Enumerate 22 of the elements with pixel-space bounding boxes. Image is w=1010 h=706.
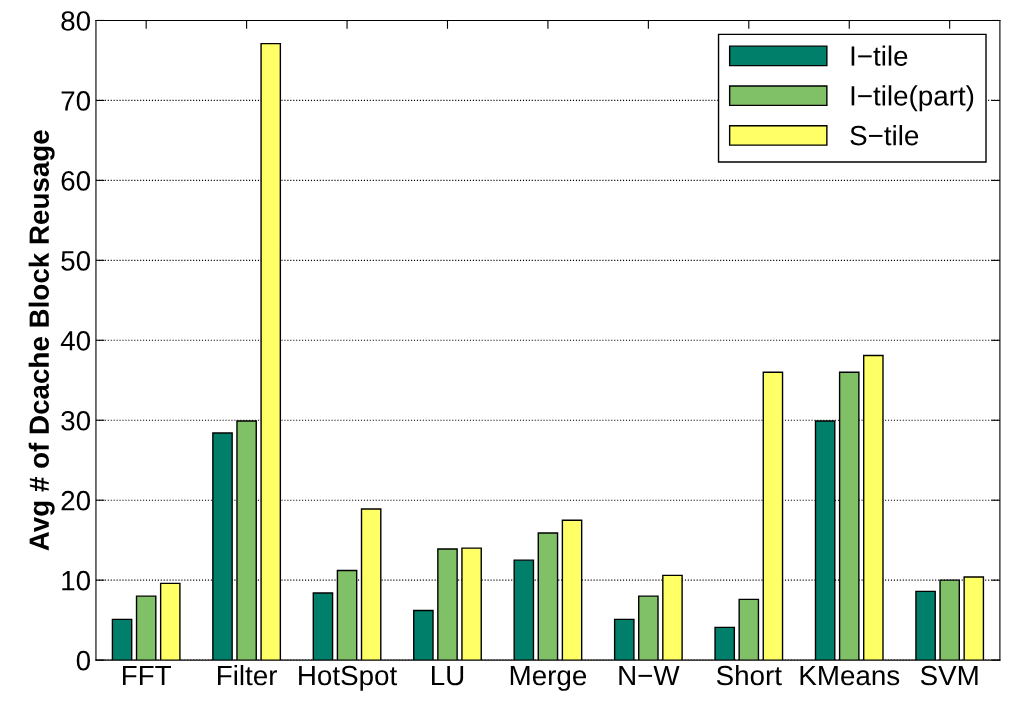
y-axis-title: Avg # of Dcache Block Reusage [28,130,55,551]
x-tick-label: Short [716,664,782,686]
x-tick-label: LU [432,665,464,686]
x-tick-label: N−W [619,665,680,686]
y-tick-label: 0 [76,650,90,671]
y-tick-label: 30 [61,410,91,431]
y-tick-label: 40 [60,330,91,351]
y-tick-label: 20 [61,490,91,511]
y-tick-label: 50 [61,251,91,271]
legend-label: I−tile [851,45,908,66]
x-tick-label: HotSpot [299,665,398,691]
x-tick-label: Merge [510,665,587,691]
y-tick-label: 70 [61,91,91,111]
x-tick-label: SVM [920,665,978,686]
legend-label: I−tile(part) [851,85,974,112]
y-tick-label: 10 [62,570,91,591]
legend-label: S−tile [850,125,919,146]
x-tick-label: FFT [123,665,171,686]
y-tick-label: 80 [61,11,91,31]
y-tick-label: 60 [61,171,91,191]
x-tick-label: Filter [218,664,278,686]
x-tick-label: KMeans [800,665,900,686]
